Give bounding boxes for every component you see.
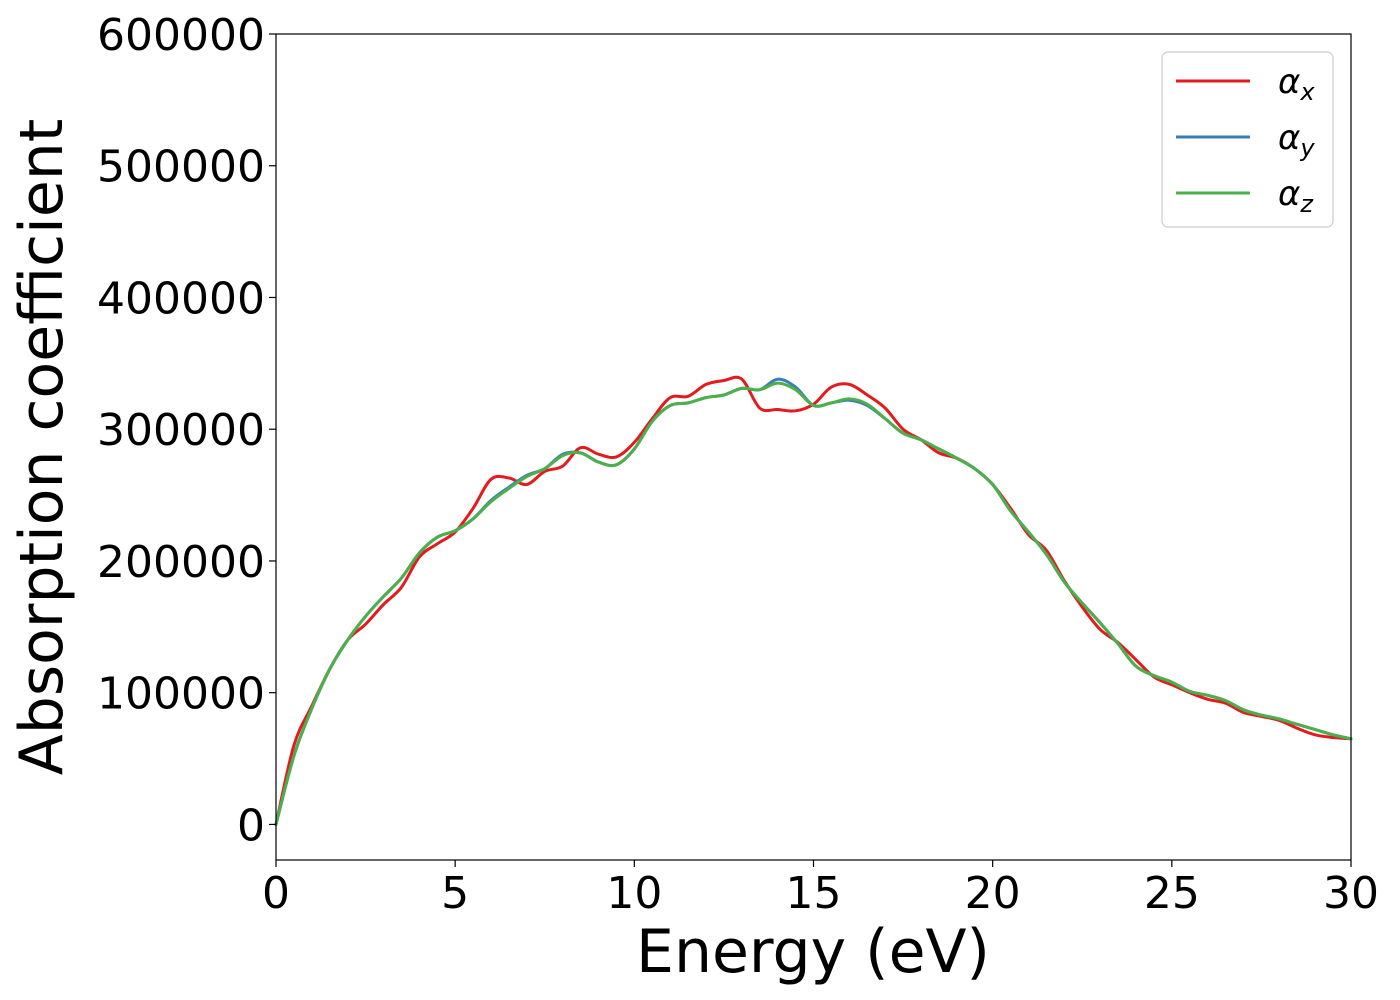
y-axis-label: Absorption coefficient: [7, 119, 77, 776]
x-tick-label: 20: [965, 868, 1021, 919]
legend-box: [1161, 51, 1334, 228]
x-axis: 0 5 10 15 20 25 30: [262, 860, 1379, 919]
x-tick-label: 25: [1144, 868, 1200, 919]
x-axis-label: Energy (eV): [636, 917, 990, 987]
series-line-alpha-z: [274, 381, 1353, 826]
y-tick-label: 600000: [97, 10, 265, 61]
x-tick-label: 0: [262, 868, 290, 919]
x-tick-label: 10: [606, 868, 662, 919]
y-tick-label: 400000: [97, 273, 265, 324]
x-tick-label: 30: [1323, 868, 1379, 919]
y-tick-label: 200000: [97, 537, 265, 588]
y-tick-label: 300000: [97, 405, 265, 456]
x-tick-label: 15: [786, 868, 842, 919]
y-tick-label: 100000: [97, 669, 265, 720]
y-axis: 0 100000 200000 300000 400000 500000 600000: [97, 10, 276, 851]
series-layer: [274, 375, 1353, 826]
y-tick-label: 500000: [97, 142, 265, 193]
y-tick-label: 0: [237, 800, 265, 851]
x-tick-label: 5: [441, 868, 469, 919]
